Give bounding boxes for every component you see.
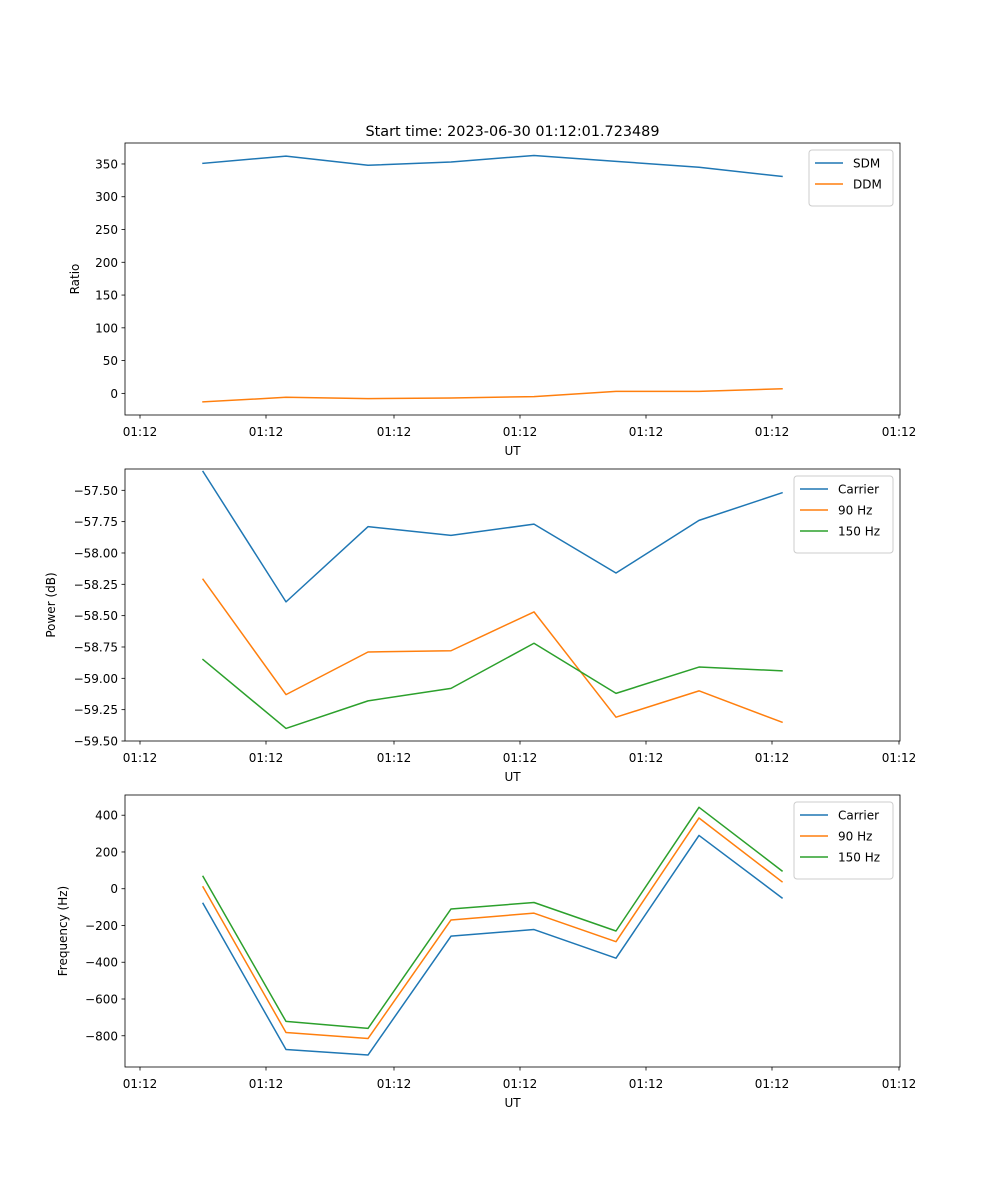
x-tick-label: 01:12 [503, 751, 538, 765]
legend-label: 150 Hz [838, 525, 880, 539]
y-tick-label: 150 [95, 289, 118, 303]
series-line-sdm [202, 154, 783, 178]
y-tick-label: −200 [85, 919, 118, 933]
legend-label: 150 Hz [838, 851, 880, 865]
legend-label: 90 Hz [838, 504, 872, 518]
legend-box [793, 801, 894, 880]
y-tick-label: 100 [95, 321, 118, 335]
axes-frame [124, 468, 901, 742]
series-line-150-hz [201, 642, 783, 730]
y-tick-label: −58.00 [74, 546, 118, 560]
series-line-ddm [202, 388, 783, 403]
x-tick-label: 01:12 [503, 425, 538, 439]
x-tick-label: 01:12 [882, 425, 917, 439]
y-tick-label: −58.50 [74, 609, 118, 623]
x-tick-label: 01:12 [629, 751, 664, 765]
y-tick-label: 0 [110, 882, 118, 896]
x-tick-label: 01:12 [629, 1077, 664, 1091]
chart-panel-3: 01:12 01:12 01:12 01:12 01:12 01:12 01:12 −800 −… [56, 794, 917, 1110]
y-tick-label: −600 [85, 993, 118, 1007]
y-tick-label: −58.75 [74, 640, 118, 654]
y-tick-label: 0 [110, 387, 118, 401]
y-tick-label: −800 [85, 1029, 118, 1043]
legend-label: Carrier [838, 483, 879, 497]
y-tick-label: 200 [95, 256, 118, 270]
legend-label: Carrier [838, 809, 879, 823]
x-tick-label: 01:12 [629, 425, 664, 439]
x-tick-label: 01:12 [755, 1077, 790, 1091]
legend-label: 90 Hz [838, 830, 872, 844]
x-tick-label: 01:12 [123, 425, 158, 439]
y-tick-label: −59.50 [74, 735, 118, 749]
legend-box [808, 149, 894, 207]
series-line-90-hz [201, 578, 783, 724]
y-tick-label: −57.75 [74, 515, 118, 529]
y-axis-label: Ratio [68, 264, 82, 295]
y-tick-label: −59.25 [74, 703, 118, 717]
y-tick-label: 200 [95, 845, 118, 859]
y-tick-label: 400 [95, 809, 118, 823]
series-line-carrier [201, 834, 784, 1056]
y-tick-label: 250 [95, 223, 118, 237]
chart-panel-1: 01:12 01:12 01:12 01:12 01:12 01:12 01:12 0 50 10… [68, 142, 917, 458]
y-tick-label: −59.00 [74, 672, 118, 686]
y-tick-label: −400 [85, 956, 118, 970]
y-tick-label: −58.25 [74, 578, 118, 592]
x-axis-label: UT [504, 444, 521, 458]
x-axis-label: UT [504, 770, 521, 784]
x-tick-label: 01:12 [377, 1077, 412, 1091]
y-axis-label: Power (dB) [44, 572, 58, 637]
legend: Carrier 90 Hz 150 Hz [793, 475, 894, 554]
legend: Carrier 90 Hz 150 Hz [793, 801, 894, 880]
x-tick-label: 01:12 [755, 751, 790, 765]
x-tick-label: 01:12 [377, 751, 412, 765]
chart-title: Start time: 2023-06-30 01:12:01.723489 [365, 124, 659, 140]
y-axis-label: Frequency (Hz) [56, 886, 70, 977]
x-tick-label: 01:12 [755, 425, 790, 439]
x-tick-label: 01:12 [882, 751, 917, 765]
series-line-90-hz [201, 817, 784, 1040]
series-line-150-hz [201, 806, 784, 1030]
x-axis-label: UT [504, 1096, 521, 1110]
x-tick-label: 01:12 [123, 751, 158, 765]
y-tick-label: 300 [95, 190, 118, 204]
axes-frame [124, 142, 901, 416]
y-tick-label: 50 [103, 354, 118, 368]
y-tick-label: 350 [95, 157, 118, 171]
x-tick-label: 01:12 [249, 1077, 284, 1091]
x-tick-label: 01:12 [249, 425, 284, 439]
legend: SDM DDM [808, 149, 894, 207]
legend-label: SDM [853, 157, 880, 171]
series-line-carrier [201, 470, 783, 603]
chart-panel-2: 01:12 01:12 01:12 01:12 01:12 01:12 01:12 −59.5… [44, 468, 917, 784]
legend-box [793, 475, 894, 554]
axes-frame [124, 794, 901, 1068]
x-tick-label: 01:12 [882, 1077, 917, 1091]
x-tick-label: 01:12 [377, 425, 412, 439]
x-tick-label: 01:12 [249, 751, 284, 765]
y-tick-label: −57.50 [74, 484, 118, 498]
x-tick-label: 01:12 [503, 1077, 538, 1091]
legend-label: DDM [853, 178, 882, 192]
x-tick-label: 01:12 [123, 1077, 158, 1091]
